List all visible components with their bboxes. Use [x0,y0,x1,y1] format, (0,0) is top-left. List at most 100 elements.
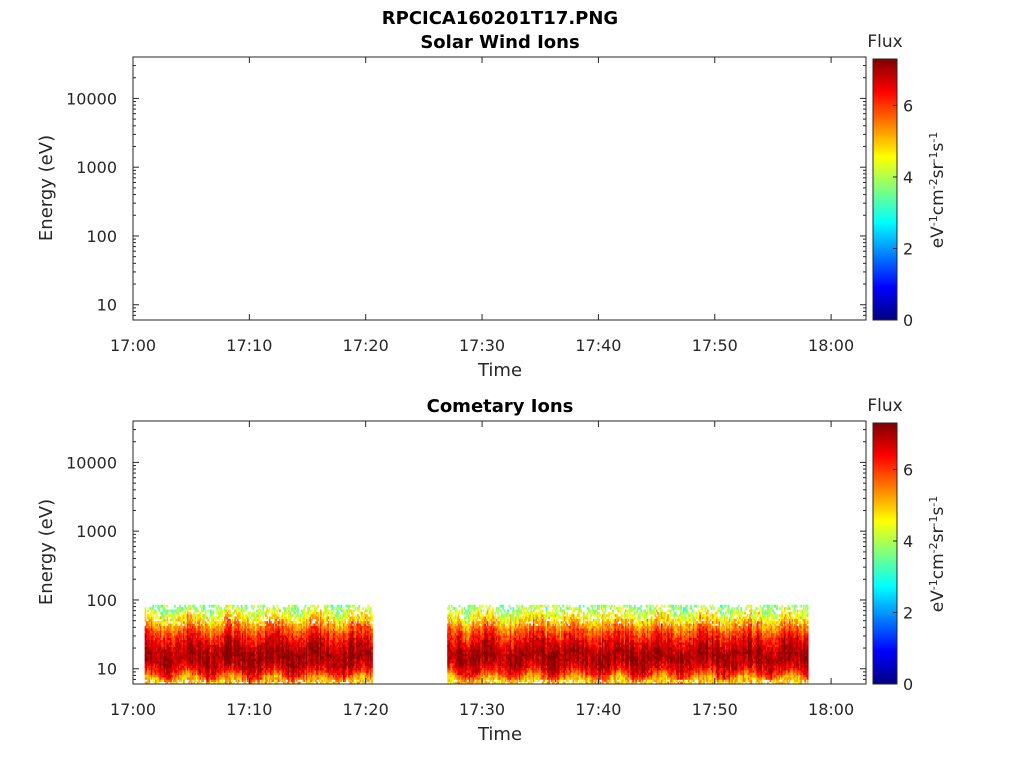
spectrogram-cell [198,660,201,664]
spectrogram-cell [212,663,215,666]
spectrogram-cell [250,672,253,676]
spectrogram-cell [231,637,234,641]
spectrogram-cell [212,621,215,624]
spectrogram-cell [176,635,179,638]
spectrogram-cell [258,667,261,671]
spectrogram-cell [231,628,234,631]
spectrogram-cell [226,621,229,624]
spectrogram-cell [245,618,248,622]
spectrogram-cell [239,644,242,648]
spectrogram-cell [188,618,190,622]
spectrogram-cell [221,649,224,652]
spectrogram-cell [183,628,185,631]
spectrogram-cell [198,665,201,669]
spectrogram-cell [199,635,202,638]
spectrogram-cell [245,646,248,650]
spectrogram-cell [232,646,235,650]
spectrogram-cell [243,635,245,638]
spectrogram-cell [152,635,155,638]
spectrogram-cell [181,660,184,664]
spectrogram-cell [223,611,226,615]
spectrogram-cell [199,665,202,669]
spectrogram-cell [244,604,247,608]
spectrogram-cell [147,656,149,659]
spectrogram-cell [217,604,220,608]
spectrogram-cell [216,679,219,683]
spectrogram-cell [151,674,153,678]
spectrogram-cell [172,653,175,657]
spectrogram-cell [161,632,164,636]
spectrogram-cell [199,677,202,680]
spectrogram-cell [163,674,166,678]
spectrogram-cell [258,646,261,650]
spectrogram-cell [175,663,178,666]
spectrogram-cell [250,630,253,634]
spectrogram-cell [229,660,231,664]
spectrogram-cell [186,665,189,669]
spectrogram-cell [180,609,183,613]
spectrogram-cell [171,658,174,662]
spectrogram-cell [207,651,210,655]
spectrogram-cell [176,623,179,627]
spectrogram-cell [209,649,212,652]
spectrogram-cell [243,677,245,680]
spectrogram-cell [198,628,201,631]
spectrogram-cell [147,651,149,655]
spectrogram-cell [348,621,350,624]
spectrogram-cell [185,635,188,638]
spectrogram-cell [223,653,226,657]
spectrogram-cell [153,649,156,652]
spectrogram-cell [213,642,216,645]
spectrogram-cell [197,651,199,655]
spectrogram-cell [179,604,181,608]
spectrogram-cell [254,677,257,680]
spectrogram-cell [149,639,152,643]
spectrogram-cell [202,670,205,673]
spectrogram-cell [226,637,229,641]
spectrogram-cell [203,604,206,608]
spectrogram-cell [209,623,212,627]
spectrogram-cell [163,670,166,673]
spectrogram-cell [165,611,167,615]
spectrogram-cell [248,632,251,636]
spectrogram-cell [216,665,219,669]
spectrogram-cell [223,630,226,634]
spectrogram-cell [176,670,179,673]
spectrogram-cell [174,649,176,652]
spectrogram-cell [194,628,197,631]
spectrogram-cell [209,639,212,643]
spectrogram-cell [217,609,220,613]
spectrogram-cell [177,639,180,643]
spectrogram-cell [162,628,165,631]
spectrogram-cell [285,616,288,620]
spectrogram-cell [202,630,205,634]
spectrogram-cell [257,660,260,664]
spectrogram-cell [226,644,229,648]
spectrogram-cell [337,611,340,615]
spectrogram-cell [151,653,153,657]
spectrogram-cell [255,663,258,666]
spectrogram-cell [243,672,245,676]
spectrogram-cell [156,667,158,671]
spectrogram-cell [149,663,152,666]
spectrogram-cell [181,616,184,620]
spectrogram-cell [154,621,157,624]
spectrogram-cell [170,681,173,684]
spectrogram-cell [157,679,160,683]
spectrogram-cell [208,623,211,627]
spectrogram-cell [193,677,196,680]
spectrogram-cell [147,632,149,636]
spectrogram-cell [166,667,169,671]
spectrogram-cell [194,658,197,662]
spectrogram-cell [170,635,173,638]
spectrogram-cell [252,607,254,610]
spectrogram-cell [250,639,253,643]
spectrogram-cell [213,628,216,631]
spectrogram-cell [172,658,175,662]
spectrogram-cell [277,607,280,610]
spectrogram-cell [194,672,197,676]
spectrogram-cell [227,663,230,666]
spectrogram-cell [330,679,332,683]
spectrogram-cell [157,632,160,636]
spectrogram-cell [171,611,174,615]
